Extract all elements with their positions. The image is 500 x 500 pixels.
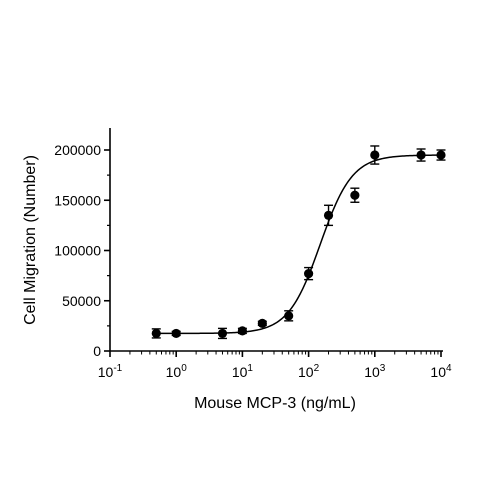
- data-point: [151, 328, 161, 339]
- data-point-group: [237, 326, 247, 336]
- x-tick-label: 100: [166, 363, 188, 380]
- data-point-group: [217, 327, 228, 340]
- data-point-group: [171, 328, 181, 339]
- data-point: [171, 328, 181, 339]
- fit-curve-line: [156, 154, 442, 335]
- fit-curve-layer: [156, 154, 442, 335]
- x-tick-label: 102: [298, 363, 320, 380]
- data-point: [217, 328, 228, 339]
- data-point-group: [257, 318, 267, 328]
- y-tick-label: 100000: [54, 243, 101, 259]
- data-point: [436, 150, 446, 160]
- data-point-group: [323, 204, 334, 227]
- data-point-group: [436, 149, 446, 161]
- data-point-group: [350, 187, 360, 203]
- data-point: [323, 210, 334, 220]
- data-point-group: [151, 328, 161, 339]
- data-point-group: [304, 266, 314, 281]
- x-tick-label: 103: [364, 363, 386, 380]
- data-point-group: [416, 148, 426, 162]
- data-point: [257, 318, 267, 328]
- data-point: [350, 190, 360, 200]
- y-tick-label: 50000: [62, 293, 101, 309]
- data-point: [284, 311, 294, 321]
- y-tick-label: 200000: [54, 142, 101, 158]
- y-tick-label: 0: [93, 343, 101, 359]
- data-points-layer: [151, 145, 446, 340]
- x-tick-label: 104: [430, 363, 452, 380]
- x-tick-label: 10-1: [98, 363, 123, 380]
- y-tick-label: 150000: [54, 192, 101, 208]
- y-axis-label: Cell Migration (Number): [22, 155, 39, 325]
- x-axis-label: Mouse MCP-3 (ng/mL): [194, 395, 356, 412]
- data-point-group: [284, 310, 294, 322]
- data-point: [416, 150, 426, 160]
- data-point-group: [370, 145, 380, 165]
- data-point: [304, 269, 314, 279]
- axes: 0 50000 100000 150000 200000 10-1 100 101 102 103…: [54, 128, 452, 380]
- x-tick-label: 101: [232, 363, 254, 380]
- data-point: [370, 150, 380, 160]
- data-point: [237, 326, 247, 336]
